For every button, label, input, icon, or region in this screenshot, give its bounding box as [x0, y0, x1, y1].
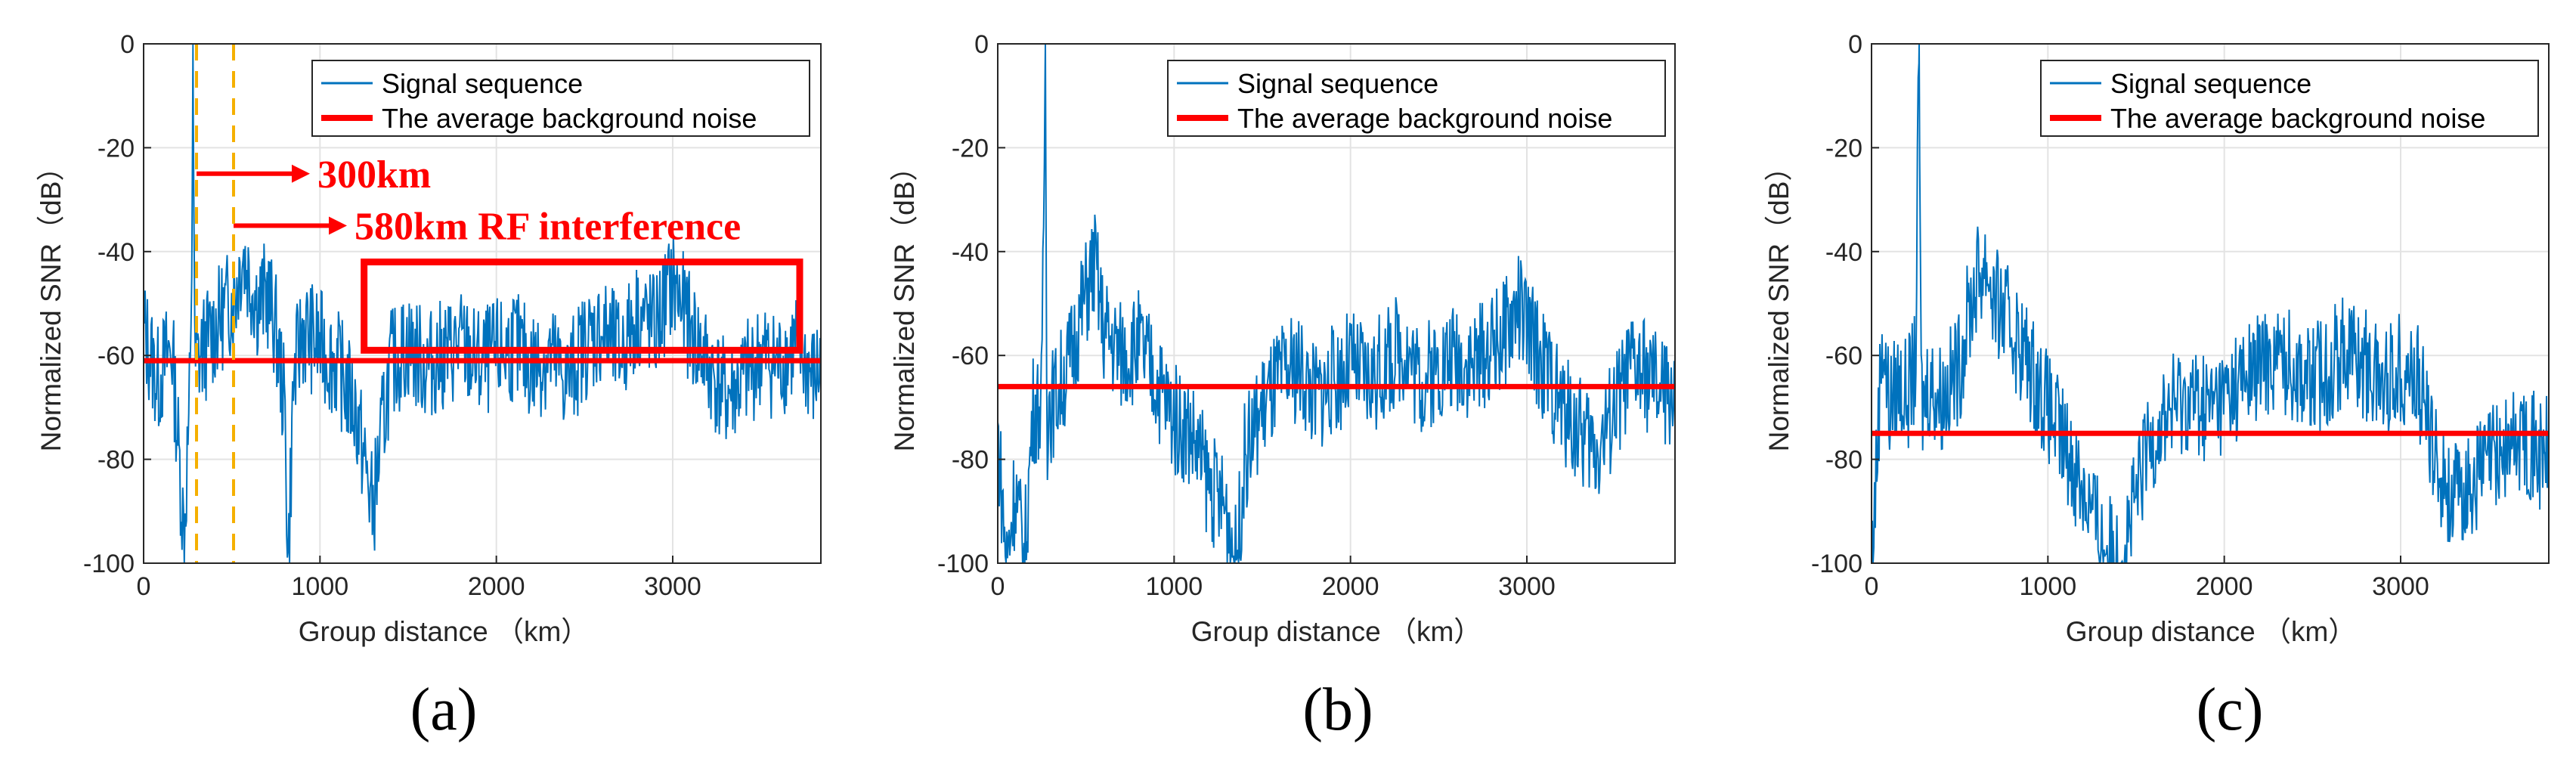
panel-a-axes-box [143, 43, 822, 564]
panel-a-annotation-arrowhead [292, 164, 310, 183]
panel-c-label: (c) [2197, 677, 2264, 743]
panel-b-ytick-label: -80 [952, 446, 989, 475]
panel-c-ytick-label: -40 [1825, 238, 1862, 267]
panel-c: (c) Group distance （km） Normalized SNR（d… [1763, 30, 2550, 743]
panel-c-xtick-label: 1000 [2020, 572, 2077, 601]
panel-c-xtick-label: 3000 [2372, 572, 2429, 601]
panel-b-xtick-label: 0 [991, 572, 1005, 601]
panel-b-legend-label: Signal sequence [1237, 68, 1438, 99]
panel-a-ytick-label: -40 [98, 238, 135, 267]
panel-c-legend-box [2040, 60, 2539, 137]
panel-b-ytick-label: 0 [974, 30, 989, 59]
panel-a-legend-label: Signal sequence [382, 68, 583, 99]
panel-b-xlabel: Group distance （km） [1191, 616, 1482, 647]
panel-c-xlabel: Group distance （km） [2066, 616, 2357, 647]
panel-a-ylabel: Normalized SNR（dB） [36, 153, 67, 452]
panel-c-ytick-label: -20 [1825, 134, 1862, 163]
panel-a-legend-label: The average background noise [382, 103, 757, 134]
panel-a-annotation-arrowhead [329, 216, 347, 235]
panel-b-signal-line [998, 44, 1675, 563]
panel-b: (b) Group distance （km） Normalized SNR（d… [889, 30, 1676, 743]
panel-c-ytick-label: -100 [1811, 550, 1862, 578]
panel-c-axes-box [1871, 43, 2550, 564]
panel-a-xtick-label: 2000 [468, 572, 525, 601]
panel-a-xlabel: Group distance （km） [299, 616, 590, 647]
panel-a-label: (a) [410, 677, 478, 743]
panel-b-xtick-label: 3000 [1498, 572, 1556, 601]
panel-b-xtick-label: 2000 [1322, 572, 1379, 601]
panel-b-ytick-label: -20 [952, 134, 989, 163]
panel-a-ytick-label: -100 [83, 550, 135, 578]
panel-b-legend-label: The average background noise [1237, 103, 1612, 134]
panel-a-annotation-text: 580km RF interference [355, 205, 741, 248]
panel-c-ytick-label: -60 [1825, 342, 1862, 370]
panel-c-ytick-label: -80 [1825, 446, 1862, 475]
panel-a-annotation-text: 300km [317, 153, 431, 197]
panel-a-ytick-label: -20 [98, 134, 135, 163]
panel-b-legend-box [1167, 60, 1666, 137]
panel-a: (a) Group distance （km） Normalized SNR（d… [36, 30, 822, 743]
panel-c-legend-label: The average background noise [2110, 103, 2485, 134]
panel-a-xtick-label: 1000 [292, 572, 349, 601]
panel-b-xtick-label: 1000 [1146, 572, 1203, 601]
panel-b-ytick-label: -40 [952, 238, 989, 267]
panel-a-highlight-box [361, 259, 803, 354]
panel-c-ytick-label: 0 [1848, 30, 1862, 59]
panel-b-ytick-label: -60 [952, 342, 989, 370]
panel-c-xtick-label: 2000 [2196, 572, 2253, 601]
panel-c-xtick-label: 0 [1865, 572, 1879, 601]
panel-b-ylabel: Normalized SNR（dB） [889, 153, 920, 452]
panel-c-ylabel: Normalized SNR（dB） [1763, 153, 1794, 452]
panel-b-axes-box [997, 43, 1676, 564]
panel-a-legend-box [311, 60, 810, 137]
panel-b-label: (b) [1302, 677, 1373, 743]
panel-c-signal-line [1872, 44, 2549, 563]
panel-c-legend-label: Signal sequence [2110, 68, 2311, 99]
panel-a-xtick-label: 3000 [644, 572, 701, 601]
panel-b-ytick-label: -100 [937, 550, 989, 578]
panel-a-ytick-label: 0 [120, 30, 135, 59]
panel-a-xtick-label: 0 [137, 572, 151, 601]
panel-a-ytick-label: -80 [98, 446, 135, 475]
panel-a-ytick-label: -60 [98, 342, 135, 370]
